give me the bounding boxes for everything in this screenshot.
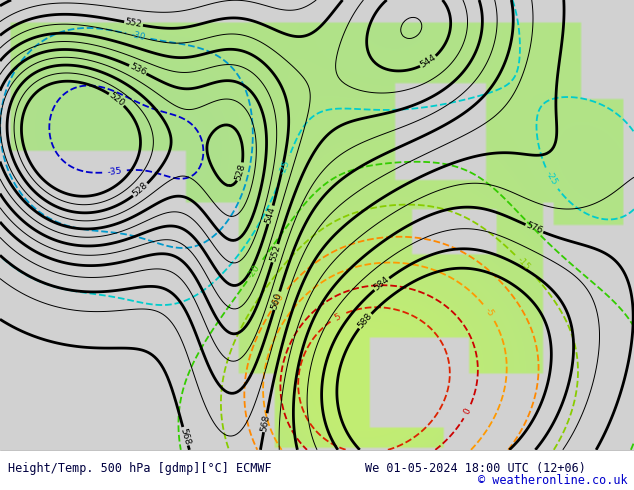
Text: 568: 568 (179, 427, 192, 446)
Text: We 01-05-2024 18:00 UTC (12+06): We 01-05-2024 18:00 UTC (12+06) (365, 462, 585, 475)
Text: 528: 528 (234, 162, 247, 181)
Text: 552: 552 (268, 244, 282, 263)
Text: 560: 560 (270, 291, 284, 310)
Text: 552: 552 (124, 18, 143, 29)
Text: 528: 528 (131, 181, 150, 199)
Text: 584: 584 (372, 275, 391, 293)
Text: -15: -15 (515, 255, 532, 272)
Text: -25: -25 (544, 170, 559, 187)
Text: 568: 568 (259, 414, 271, 432)
Text: 544: 544 (418, 53, 438, 70)
Text: © weatheronline.co.uk: © weatheronline.co.uk (478, 474, 628, 487)
Text: -5: -5 (482, 306, 495, 318)
Text: 520: 520 (107, 91, 126, 108)
Text: 588: 588 (356, 312, 374, 330)
Text: 0: 0 (462, 407, 473, 416)
Text: 576: 576 (525, 221, 544, 236)
Text: 536: 536 (128, 62, 148, 77)
Text: 544: 544 (264, 205, 277, 224)
Text: -25: -25 (278, 159, 292, 176)
Text: -10: -10 (270, 292, 286, 309)
Text: -20: -20 (247, 263, 262, 280)
Text: -35: -35 (107, 167, 122, 177)
Text: 5: 5 (332, 312, 342, 323)
Text: Height/Temp. 500 hPa [gdmp][°C] ECMWF: Height/Temp. 500 hPa [gdmp][°C] ECMWF (8, 462, 271, 475)
Text: -30: -30 (130, 30, 146, 42)
